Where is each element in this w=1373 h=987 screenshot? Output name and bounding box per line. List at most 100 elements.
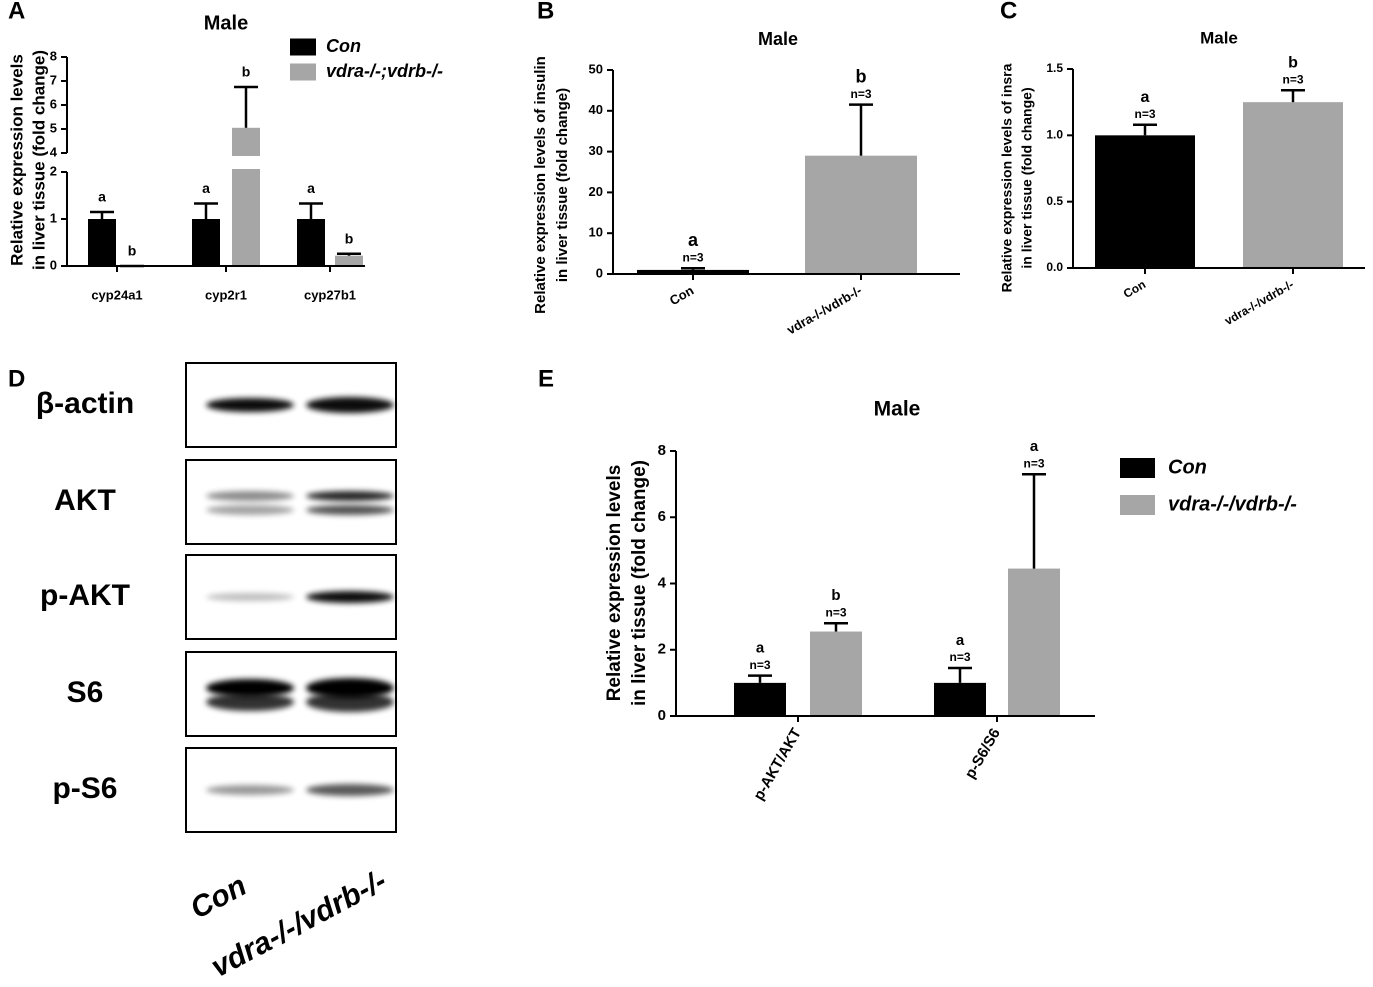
legend-label: Con	[1168, 456, 1207, 478]
letter-label: b	[856, 66, 867, 86]
blot-band	[306, 491, 394, 501]
y-tick-label: 8	[50, 48, 57, 63]
panel-label: A	[8, 0, 25, 24]
bar	[232, 127, 260, 266]
y-tick-label: 2	[50, 163, 57, 178]
x-tick-label: vdra-/-/vdrb-/-	[1222, 277, 1296, 328]
y-axis-label: in liver tissue (fold change)	[554, 88, 571, 282]
y-tick-label: 7	[50, 72, 57, 87]
n-label: n=3	[682, 250, 703, 264]
y-tick-label: 6	[658, 508, 666, 525]
x-tick-label: p-S6/S6	[962, 725, 1004, 781]
y-axis-label: in liver tissue (fold change)	[29, 50, 48, 270]
n-label: n=3	[1023, 456, 1044, 470]
blot-band	[206, 505, 294, 515]
blot-band	[306, 692, 394, 712]
panel-label: B	[537, 0, 554, 24]
blot-row-label: p-AKT	[40, 579, 130, 612]
y-tick-label: 0.5	[1046, 194, 1063, 208]
blot-band	[306, 505, 394, 515]
x-tick-label: cyp2r1	[205, 287, 247, 302]
y-tick-label: 6	[50, 96, 57, 111]
chart-title: Male	[204, 12, 248, 34]
blot-row-label: β-actin	[36, 387, 134, 420]
bar	[88, 219, 116, 266]
letter-label: a	[98, 189, 106, 205]
letter-label: a	[307, 180, 315, 196]
blot-row-label: S6	[67, 676, 104, 709]
blot-band	[206, 491, 294, 501]
x-tick-label: Con	[667, 283, 696, 309]
blot-lane-label: Con	[185, 869, 252, 926]
x-tick-label: cyp27b1	[304, 287, 356, 302]
letter-label: b	[128, 243, 137, 259]
x-tick-label: vdra-/-/vdrb-/-	[784, 283, 864, 338]
panel-label: E	[538, 365, 554, 392]
blot-band	[306, 678, 394, 698]
letter-label: a	[202, 180, 210, 196]
legend-swatch	[1120, 495, 1155, 515]
blot-band	[206, 679, 294, 697]
letter-label: a	[1141, 89, 1150, 106]
bar	[805, 155, 917, 274]
n-label: n=3	[825, 605, 846, 619]
y-tick-label: 50	[589, 61, 603, 76]
bar	[192, 219, 220, 266]
y-tick-label: 0.0	[1046, 260, 1063, 274]
bar	[1243, 102, 1343, 269]
letter-label: a	[956, 632, 965, 649]
y-tick-label: 1.5	[1046, 61, 1063, 75]
letter-label: a	[1030, 438, 1039, 455]
chart-title: Male	[874, 398, 921, 421]
y-axis-label: in liver tissue (fold change)	[1019, 87, 1035, 268]
bar	[335, 255, 363, 266]
y-axis-label: Relative expression levels	[7, 54, 26, 266]
y-axis-label: Relative expression levels of insulin	[532, 56, 549, 314]
chart-title: Male	[1200, 28, 1238, 47]
y-tick-label: 4	[658, 574, 667, 591]
y-tick-label: 1	[50, 210, 57, 225]
n-label: n=3	[1134, 107, 1155, 121]
bar	[934, 682, 986, 716]
n-label: n=3	[949, 650, 970, 664]
bar	[297, 219, 325, 266]
legend-swatch	[1120, 458, 1155, 478]
legend-swatch	[290, 38, 316, 56]
blot-band	[206, 398, 294, 412]
x-tick-label: cyp24a1	[91, 287, 142, 302]
blot-band	[306, 397, 394, 413]
legend-label: Con	[326, 36, 361, 56]
panel-label: D	[8, 365, 25, 392]
letter-label: a	[688, 230, 699, 250]
blot-band	[306, 591, 394, 603]
y-tick-label: 2	[658, 641, 666, 658]
y-tick-label: 5	[50, 120, 57, 135]
blot-band	[206, 785, 294, 795]
blot-frame	[185, 459, 397, 545]
y-tick-label: 10	[589, 225, 603, 240]
x-tick-label: p-AKT/AKT	[750, 725, 805, 803]
letter-label: b	[1288, 54, 1298, 71]
x-tick-label: Con	[1121, 277, 1148, 301]
y-tick-label: 40	[589, 102, 603, 117]
y-tick-label: 0	[596, 265, 603, 280]
y-axis-label: in liver tissue (fold change)	[629, 460, 650, 706]
legend-swatch	[290, 63, 316, 81]
legend-label: vdra-/-/vdrb-/-	[1168, 493, 1297, 515]
axis-break	[59, 156, 367, 169]
n-label: n=3	[1282, 72, 1303, 86]
y-tick-label: 20	[589, 184, 603, 199]
letter-label: b	[345, 230, 354, 246]
y-tick-label: 1.0	[1046, 128, 1063, 142]
n-label: n=3	[850, 87, 871, 101]
bar	[1095, 135, 1195, 268]
y-tick-label: 0	[658, 707, 666, 724]
blot-row-label: AKT	[54, 484, 116, 517]
y-tick-label: 4	[50, 144, 58, 159]
y-tick-label: 8	[658, 442, 666, 459]
n-label: n=3	[749, 658, 770, 672]
y-axis-label: Relative expression levels	[604, 465, 625, 702]
blot-band	[206, 593, 294, 601]
blot-band	[206, 693, 294, 711]
